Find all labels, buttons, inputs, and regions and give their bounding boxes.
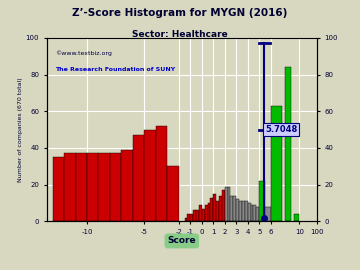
Bar — [248, 203, 251, 221]
Bar — [251, 205, 253, 221]
Bar — [190, 214, 193, 221]
Bar — [110, 153, 121, 221]
Bar — [228, 187, 230, 221]
X-axis label: Score: Score — [167, 237, 196, 245]
Bar — [242, 201, 245, 221]
Bar — [253, 205, 256, 221]
Bar — [230, 196, 233, 221]
Bar — [222, 190, 225, 221]
Bar — [265, 207, 271, 221]
Bar — [64, 153, 76, 221]
Bar — [225, 187, 228, 221]
Bar — [144, 130, 156, 221]
Bar — [188, 214, 190, 221]
Bar — [196, 210, 199, 221]
Bar — [294, 214, 300, 221]
Bar — [245, 201, 248, 221]
Text: Sector: Healthcare: Sector: Healthcare — [132, 30, 228, 39]
Bar — [185, 218, 188, 221]
Bar — [205, 205, 207, 221]
Text: ©www.textbiz.org: ©www.textbiz.org — [55, 51, 112, 56]
Text: Z’-Score Histogram for MYGN (2016): Z’-Score Histogram for MYGN (2016) — [72, 8, 288, 18]
Bar — [207, 203, 210, 221]
Bar — [213, 194, 216, 221]
Bar — [53, 157, 64, 221]
Bar — [210, 198, 213, 221]
Bar — [239, 201, 242, 221]
Bar — [285, 67, 291, 221]
Y-axis label: Number of companies (670 total): Number of companies (670 total) — [18, 77, 23, 182]
Bar — [233, 196, 236, 221]
Bar — [99, 153, 110, 221]
Bar — [259, 181, 265, 221]
Bar — [202, 208, 205, 221]
Bar — [156, 126, 167, 221]
Bar — [193, 210, 196, 221]
Bar — [199, 205, 202, 221]
Bar — [256, 207, 259, 221]
Text: 5.7048: 5.7048 — [265, 125, 297, 134]
Bar — [216, 201, 219, 221]
Bar — [167, 166, 179, 221]
Bar — [76, 153, 87, 221]
Bar — [271, 106, 282, 221]
Bar — [133, 135, 144, 221]
Bar — [219, 196, 222, 221]
Bar — [236, 199, 239, 221]
Text: The Research Foundation of SUNY: The Research Foundation of SUNY — [55, 67, 175, 72]
Bar — [121, 150, 133, 221]
Bar — [87, 153, 99, 221]
